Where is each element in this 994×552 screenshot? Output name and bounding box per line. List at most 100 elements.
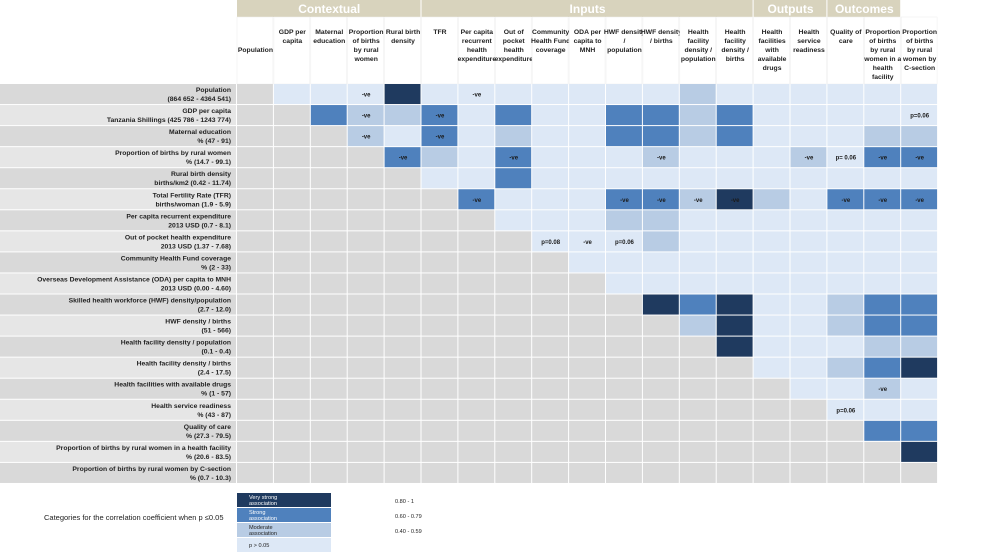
heatmap-cell bbox=[458, 441, 495, 462]
heatmap-cell bbox=[310, 315, 347, 336]
heatmap-cell bbox=[273, 231, 310, 252]
heatmap-cell bbox=[790, 441, 827, 462]
heatmap-cell bbox=[347, 294, 384, 315]
heatmap-cell bbox=[421, 420, 458, 441]
cell-annotation: -ve bbox=[878, 156, 887, 162]
heatmap-cell bbox=[458, 105, 495, 126]
column-header-cell bbox=[753, 16, 790, 85]
heatmap-cell bbox=[458, 420, 495, 441]
heatmap-cell bbox=[716, 252, 753, 273]
heatmap-cell bbox=[384, 231, 421, 252]
heatmap-cell bbox=[421, 399, 458, 420]
heatmap-cell bbox=[569, 231, 605, 252]
heatmap-cell bbox=[237, 462, 273, 483]
heatmap-cell bbox=[273, 315, 310, 336]
heatmap-cell bbox=[716, 357, 753, 378]
heatmap-cell bbox=[679, 210, 716, 231]
heatmap-cell bbox=[753, 126, 790, 147]
row-range-maternal-education: % (47 - 91) bbox=[197, 138, 231, 145]
heatmap-cell bbox=[901, 336, 938, 357]
heatmap-cell bbox=[679, 126, 716, 147]
heatmap-cell bbox=[753, 315, 790, 336]
group-label-inputs: Inputs bbox=[570, 2, 606, 16]
heatmap-cell bbox=[273, 105, 310, 126]
cell-annotation: -ve bbox=[583, 240, 592, 246]
heatmap-cell bbox=[237, 210, 273, 231]
heatmap-cell bbox=[642, 210, 679, 231]
heatmap-cell bbox=[606, 210, 642, 231]
column-header-cell bbox=[236, 16, 274, 85]
heatmap-cell bbox=[237, 168, 273, 189]
heatmap-cell bbox=[532, 231, 569, 252]
heatmap-cell bbox=[790, 84, 827, 105]
heatmap-cell bbox=[569, 336, 605, 357]
heatmap-cell bbox=[642, 189, 679, 210]
row-range-health-facility-density-population: (0.1 - 0.4) bbox=[202, 349, 231, 356]
heatmap-cell bbox=[495, 189, 532, 210]
heatmap-cell bbox=[569, 147, 605, 168]
heatmap-cell bbox=[827, 315, 864, 336]
heatmap-cell bbox=[679, 420, 716, 441]
row-range-rural-birth-density: births/km2 (0.42 - 11.74) bbox=[154, 180, 231, 187]
heatmap-cell bbox=[532, 210, 569, 231]
heatmap-cell bbox=[532, 147, 569, 168]
heatmap-cell bbox=[864, 210, 901, 231]
heatmap-cell bbox=[901, 252, 938, 273]
heatmap-cell bbox=[347, 210, 384, 231]
heatmap-cell bbox=[827, 273, 864, 294]
cell-annotation: -ve bbox=[620, 198, 629, 204]
heatmap-cell bbox=[458, 252, 495, 273]
heatmap-cell bbox=[495, 462, 532, 483]
row-label-background bbox=[0, 357, 236, 378]
heatmap-cell bbox=[901, 105, 938, 126]
heatmap-cell bbox=[642, 462, 679, 483]
heatmap-cell bbox=[606, 315, 642, 336]
row-label-background bbox=[0, 231, 236, 252]
row-range-proportion-of-births-by-rural-women: % (14.7 - 99.1) bbox=[186, 159, 231, 166]
heatmap-cell bbox=[421, 105, 458, 126]
group-header-outcomes bbox=[827, 0, 901, 17]
heatmap-cell bbox=[901, 189, 938, 210]
heatmap-cell bbox=[421, 189, 458, 210]
heatmap-cell bbox=[753, 420, 790, 441]
column-label-health-facility-density-births: Health facility density / births bbox=[721, 29, 749, 63]
heatmap-cell bbox=[569, 441, 605, 462]
heatmap-cell bbox=[642, 84, 679, 105]
heatmap-cell bbox=[642, 378, 679, 399]
heatmap-cell bbox=[310, 210, 347, 231]
heatmap-cell bbox=[237, 231, 273, 252]
cell-annotation: p=0.06 bbox=[836, 408, 856, 414]
heatmap-cell bbox=[642, 231, 679, 252]
heatmap-cell bbox=[901, 168, 938, 189]
heatmap-cell bbox=[901, 420, 938, 441]
row-label-background bbox=[0, 462, 236, 483]
column-header-cell bbox=[716, 16, 753, 85]
heatmap-cell bbox=[716, 315, 753, 336]
heatmap-cell bbox=[273, 378, 310, 399]
heatmap-cell bbox=[679, 105, 716, 126]
row-label-background bbox=[0, 273, 236, 294]
heatmap-cell bbox=[827, 441, 864, 462]
heatmap-cell bbox=[569, 84, 605, 105]
heatmap-cell bbox=[827, 126, 864, 147]
column-label-hwf-density-births: HWF density / births bbox=[641, 29, 682, 45]
heatmap-cell bbox=[864, 273, 901, 294]
heatmap-cell bbox=[532, 126, 569, 147]
heatmap-cell bbox=[716, 84, 753, 105]
heatmap-cell bbox=[237, 84, 273, 105]
heatmap-cell bbox=[237, 126, 273, 147]
heatmap-cell bbox=[458, 168, 495, 189]
row-label-population: Population bbox=[196, 87, 231, 94]
heatmap-cell bbox=[532, 462, 569, 483]
cell-annotation: -ve bbox=[657, 198, 666, 204]
group-label-contextual: Contextual bbox=[298, 2, 360, 16]
row-label-background bbox=[0, 294, 236, 315]
heatmap-cell bbox=[606, 294, 642, 315]
heatmap-cell bbox=[310, 441, 347, 462]
heatmap-cell bbox=[864, 441, 901, 462]
heatmap-cell bbox=[237, 315, 273, 336]
row-range-community-health-fund-coverage: % (2 - 33) bbox=[201, 264, 231, 271]
heatmap-cell bbox=[421, 294, 458, 315]
heatmap-cell bbox=[384, 84, 421, 105]
